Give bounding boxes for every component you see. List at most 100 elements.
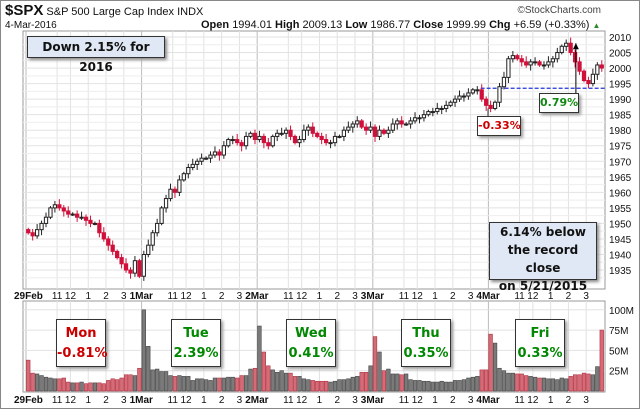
volume-bar [43, 376, 49, 392]
x-tick-label: 2 [450, 395, 456, 406]
volume-bar [506, 372, 511, 392]
volume-bar [217, 377, 222, 392]
volume-bar [368, 365, 373, 392]
volume-bar [439, 380, 444, 392]
x-tick-label: 11 [399, 291, 410, 302]
x-tick-label: 3 [468, 291, 474, 302]
volume-bar [301, 378, 307, 392]
candle-body [66, 210, 71, 215]
volume-bar [426, 380, 431, 392]
volume-bar [350, 376, 355, 392]
volume-bar [248, 368, 253, 392]
x-tick-label: 12 [527, 395, 539, 406]
candle-body [377, 129, 382, 137]
volume-bar [123, 374, 129, 392]
volume-bar [577, 374, 582, 392]
x-tick-label: 11 [168, 395, 179, 406]
record-annotation: 6.14% below the record close on 5/21/201… [489, 222, 597, 293]
x-tick-label: 11 [283, 395, 294, 406]
x-tick-label: 11 [514, 291, 525, 302]
x-tick-label: 1 [317, 291, 323, 302]
candle-body [190, 163, 195, 168]
volume-bar [315, 380, 320, 392]
candle-body [195, 160, 200, 165]
volume-bar [341, 379, 347, 392]
candle-body [488, 104, 493, 109]
candle-body [301, 129, 307, 141]
candle-body [248, 132, 253, 137]
volume-bar [306, 379, 311, 392]
candle-body [417, 117, 422, 120]
x-tick-label: 29Feb [14, 291, 43, 302]
volume-bar [110, 378, 115, 392]
volume-bar [235, 377, 240, 392]
candle-body [88, 219, 93, 224]
candle-body [83, 216, 89, 221]
candle-body [57, 204, 62, 209]
day-change-box-fri: Fri 0.33% [515, 319, 565, 367]
candle-body [372, 126, 378, 137]
volume-bar [386, 368, 391, 392]
volume-bar [83, 383, 89, 392]
ohlc-readout: Open 1994.01 High 2009.13 Low 1986.77 Cl… [201, 19, 600, 32]
x-tick-label: 11 [168, 291, 179, 302]
x-tick-label: 11 [399, 395, 410, 406]
candle-body [315, 132, 320, 137]
candle-body [390, 123, 395, 131]
volume-bar [555, 379, 560, 392]
price-tick-label: 1945 [609, 235, 632, 246]
volume-bar [564, 378, 569, 392]
candle-body [466, 92, 471, 97]
candle-body [337, 135, 342, 138]
volume-bar [226, 376, 231, 392]
volume-bar [519, 373, 524, 392]
low-label: Low [345, 19, 368, 31]
candle-body [439, 107, 444, 110]
candle-body [452, 98, 458, 103]
candle-body [497, 86, 502, 103]
candle-body [172, 188, 178, 193]
candle-body [506, 58, 511, 78]
volume-bar [546, 378, 551, 392]
candle-body [30, 232, 35, 237]
x-tick-label: 2 [103, 395, 109, 406]
volume-bar [381, 370, 387, 392]
volume-bar [155, 368, 160, 392]
price-tick-label: 1970 [609, 157, 632, 168]
candle-body [141, 253, 146, 277]
day-change-box-thu: Thu 0.35% [401, 319, 451, 367]
volume-bar [88, 382, 93, 392]
candle-body [52, 204, 58, 209]
volume-bar [208, 380, 213, 392]
x-tick-label: 1Mar [130, 395, 153, 406]
x-tick-label: 1 [432, 291, 438, 302]
candle-body [163, 198, 169, 209]
price-tick-label: 1950 [609, 219, 632, 230]
candle-body [559, 45, 564, 54]
candle-body [346, 126, 351, 131]
volume-bar [39, 375, 44, 392]
volume-bar [497, 367, 502, 392]
volume-bar [119, 377, 124, 392]
volume-tick-label: 25M [609, 367, 628, 378]
volume-bar [541, 377, 547, 392]
candle-body [186, 166, 191, 175]
price-tick-label: 1940 [609, 250, 632, 261]
volume-bar [66, 381, 71, 392]
candle-body [350, 123, 355, 128]
volume-bar [599, 329, 604, 392]
day-change: -0.81% [57, 346, 108, 361]
candle-body [510, 55, 515, 60]
candle-body [546, 61, 551, 66]
candle-body [408, 120, 413, 125]
close-label: Close [413, 19, 444, 31]
x-tick-label: 2 [334, 291, 340, 302]
volume-bar [448, 381, 453, 392]
x-tick-label: 2Mar [245, 395, 268, 406]
x-tick-label: 1 [201, 291, 207, 302]
volume-bar [377, 351, 382, 392]
volume-bar [408, 379, 413, 392]
candle-body [381, 129, 387, 134]
volume-bar [475, 376, 480, 392]
candle-body [586, 79, 591, 85]
